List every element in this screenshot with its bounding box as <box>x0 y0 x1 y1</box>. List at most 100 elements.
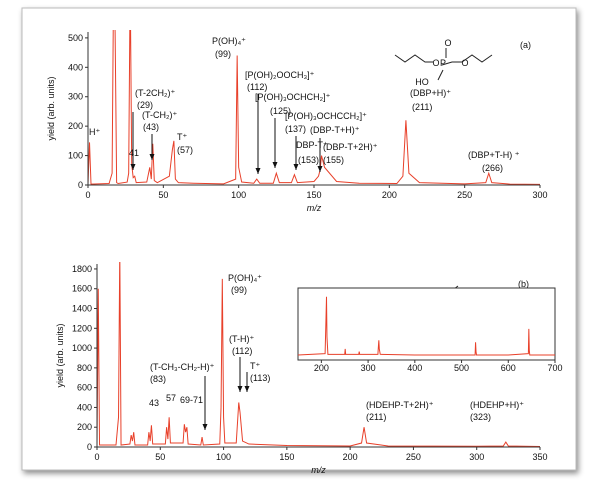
arrow-head <box>202 424 208 430</box>
y-tick-label: 500 <box>68 33 83 43</box>
peak-label: P(OH)₄⁺ <box>212 36 246 46</box>
peak-label: (HDEHP+H)⁺ <box>470 400 524 410</box>
arrow-head <box>317 166 323 172</box>
y-tick-label: 1800 <box>72 264 92 274</box>
y-tick-label: 0 <box>87 442 92 452</box>
peak-mass: (153) <box>298 155 319 165</box>
arrow-head <box>130 164 136 170</box>
peak-mass: (211) <box>366 412 386 422</box>
peak-mass: (112) <box>247 82 267 92</box>
structure-label: O <box>461 58 468 68</box>
y-tick-label: 300 <box>68 92 83 102</box>
peak-label: (DBP+H)⁺ <box>410 88 451 98</box>
x-tick-label: 200 <box>382 190 397 200</box>
peak-label: 43 <box>149 398 159 408</box>
x-tick-label: 700 <box>547 363 562 373</box>
x-tick-label: 350 <box>532 452 547 462</box>
peak-label: (DBP-T+H)⁺ <box>310 125 360 135</box>
structure-label: O <box>432 58 439 68</box>
peak-label: [P(OH)₂OOCH₃]⁺ <box>245 70 315 80</box>
arrow-head <box>272 162 278 168</box>
x-tick-label: 600 <box>501 363 516 373</box>
x-tick-label: 0 <box>85 190 90 200</box>
x-tick-label: 100 <box>231 190 246 200</box>
peak-mass: (323) <box>470 412 491 422</box>
peak-mass: (43) <box>143 122 159 132</box>
spectrum-line <box>88 30 541 185</box>
arrow-head <box>293 164 299 170</box>
x-tick-label: 250 <box>457 190 472 200</box>
panel-label: (a) <box>520 40 531 50</box>
y-tick-label: 1400 <box>72 304 92 314</box>
arrow-head <box>237 386 243 392</box>
panel-label: (b) <box>518 279 529 289</box>
peak-mass: (125) <box>270 106 291 116</box>
spectrum-line <box>298 296 555 356</box>
y-tick-label: 200 <box>77 422 92 432</box>
peak-label: (T-CH₃-CH₂-H)⁺ <box>150 362 215 372</box>
x-tick-label: 0 <box>94 452 99 462</box>
peak-label: P(OH)₄⁺ <box>228 273 262 283</box>
y-tick-label: 1200 <box>72 323 92 333</box>
peak-mass: (112) <box>232 346 252 356</box>
y-tick-label: 100 <box>68 151 83 161</box>
peak-mass: (211) <box>412 102 432 112</box>
peak-mass: (99) <box>231 285 247 295</box>
peak-label: [P(OH)₃OCHCH₂]⁺ <box>255 92 331 102</box>
y-tick-label: 400 <box>77 402 92 412</box>
peak-label: T⁺ <box>250 361 260 371</box>
arrow-head <box>255 168 261 174</box>
x-tick-label: 150 <box>306 190 321 200</box>
peak-mass: (266) <box>482 163 503 173</box>
peak-label: (T-2CH₂)⁺ <box>135 88 175 98</box>
x-tick-label: 300 <box>532 190 547 200</box>
peak-label: (T-H)⁺ <box>229 334 254 344</box>
peak-label: T⁺ <box>177 132 187 142</box>
x-tick-label: 500 <box>454 363 469 373</box>
x-tick-label: 300 <box>469 452 484 462</box>
structure-a <box>394 48 493 81</box>
structure-label: HO <box>415 77 429 87</box>
peak-mass: (113) <box>250 373 270 383</box>
peak-mass: (137) <box>285 124 306 134</box>
peak-mass: (29) <box>137 100 153 110</box>
spectrum-line <box>97 262 541 448</box>
x-tick-label: 50 <box>155 452 165 462</box>
peak-label: (DBP+T-H) ⁺ <box>468 150 520 160</box>
peak-label: (HDEHP-T+2H)⁺ <box>366 400 434 410</box>
inset-frame <box>297 287 556 361</box>
y-tick-label: 200 <box>68 121 83 131</box>
x-tick-label: 400 <box>407 363 422 373</box>
y-axis-label: yield (arb. units) <box>46 76 56 140</box>
x-axis-label: m/z <box>311 465 326 475</box>
x-tick-label: 250 <box>406 452 421 462</box>
arrow-head <box>244 386 250 392</box>
peak-mass: (83) <box>150 374 166 384</box>
x-tick-label: 150 <box>279 452 294 462</box>
y-tick-label: 1000 <box>72 343 92 353</box>
x-tick-label: 300 <box>361 363 376 373</box>
y-tick-label: 400 <box>68 62 83 72</box>
y-tick-label: 1600 <box>72 284 92 294</box>
y-tick-label: 0 <box>78 180 83 190</box>
structure-label: O <box>444 38 451 48</box>
structure-label: P <box>440 58 446 68</box>
peak-label: (DBP-T+2H)⁺ <box>323 142 378 152</box>
x-axis-label: m/z <box>307 203 322 213</box>
peak-label: [P(OH)₃OCHCCH₂]⁺ <box>285 111 367 121</box>
x-tick-label: 200 <box>314 363 329 373</box>
y-tick-label: 800 <box>77 363 92 373</box>
peak-label: DBP-T⁺ <box>296 140 328 150</box>
x-tick-label: 200 <box>343 452 358 462</box>
peak-mass: (99) <box>215 49 231 59</box>
peak-mass: (57) <box>177 145 193 155</box>
peak-label: (T-CH₂)⁺ <box>142 110 177 120</box>
y-tick-label: 600 <box>77 383 92 393</box>
peak-label: 41 <box>129 148 139 158</box>
peak-mass: (155) <box>323 155 344 165</box>
arrow-head <box>149 154 155 160</box>
card <box>21 7 577 471</box>
peak-label: 57 <box>166 393 176 403</box>
